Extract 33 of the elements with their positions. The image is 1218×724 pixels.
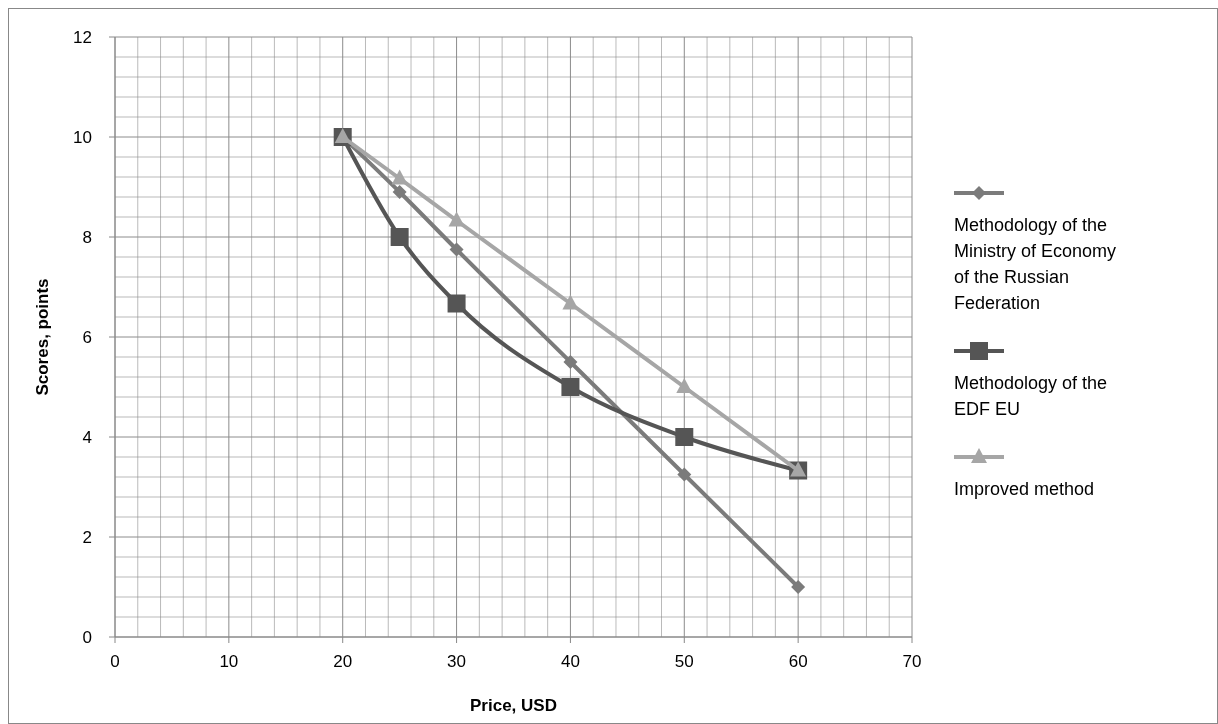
legend-label: Methodology of the Ministry of Economy of the Russian Federation <box>954 215 1117 313</box>
x-axis-title: Price, USD <box>470 696 557 715</box>
x-tick-label: 60 <box>788 652 808 671</box>
point <box>563 355 578 369</box>
point <box>562 294 579 310</box>
point <box>447 294 466 313</box>
x-tick-label: 50 <box>674 652 694 671</box>
point <box>561 378 580 396</box>
legend-label: Improved method <box>954 479 1095 499</box>
point <box>390 228 409 246</box>
y-tick-label: 0 <box>82 628 92 647</box>
x-tick-label: 70 <box>902 652 922 671</box>
x-tick-label: 0 <box>110 652 120 671</box>
point <box>392 185 407 199</box>
y-tick-label: 6 <box>82 328 92 347</box>
legend-label: Methodology of the EDF EU <box>954 373 1108 419</box>
y-tick-label: 8 <box>82 228 92 247</box>
point <box>391 169 408 185</box>
y-tick-label: 2 <box>82 528 92 547</box>
y-tick-label: 4 <box>82 428 92 447</box>
x-tick-label: 10 <box>219 652 239 671</box>
x-tick-label: 30 <box>447 652 467 671</box>
point <box>448 211 465 227</box>
y-tick-label: 10 <box>73 128 92 147</box>
y-axis-title: Scores, points <box>33 278 52 396</box>
y-tick-label: 12 <box>73 28 92 47</box>
point <box>675 428 694 446</box>
point <box>676 378 693 393</box>
point <box>791 580 806 594</box>
point <box>449 242 464 257</box>
x-tick-label: 20 <box>333 652 353 671</box>
x-tick-label: 40 <box>560 652 580 671</box>
point <box>677 467 692 482</box>
